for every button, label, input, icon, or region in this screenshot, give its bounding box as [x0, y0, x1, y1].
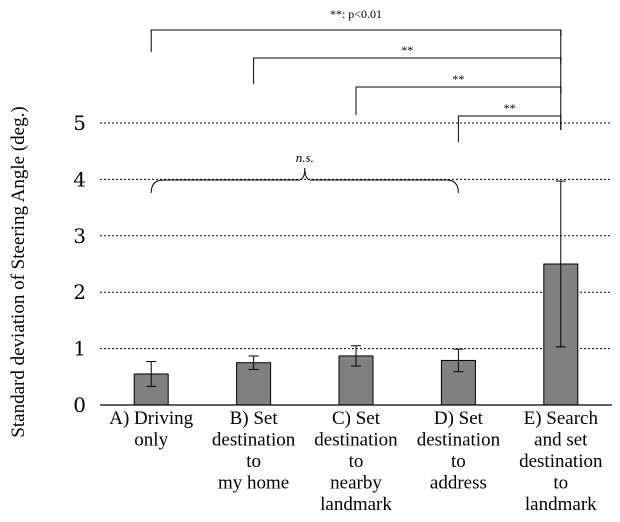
significance-bracket	[150, 29, 562, 52]
error-bars	[146, 180, 566, 387]
x-category-label: A) Driving only	[109, 408, 193, 451]
y-tick-label: 0	[73, 393, 86, 417]
y-tick-label: 2	[73, 280, 86, 304]
x-category-label: E) Search and set destination to landmark	[519, 408, 603, 515]
significance-label: **	[452, 72, 464, 86]
significance-brackets: ** ** ** n.s.	[150, 29, 562, 194]
ns-label: n.s.	[296, 150, 314, 165]
y-tick-label: 5	[73, 111, 86, 135]
ns-brace	[150, 167, 459, 194]
y-tick-label: 4	[73, 167, 86, 191]
x-category-label: D) Set destination to address	[417, 408, 501, 494]
x-category-labels: A) Driving only B) Set destination to my home…	[109, 408, 603, 515]
significance-bracket	[253, 57, 562, 84]
x-category-label: B) Set destination to my home	[212, 408, 296, 494]
significance-label: **	[504, 101, 516, 115]
y-tick-labels: 0 1 2 3 4 5	[73, 111, 86, 417]
bars	[133, 263, 579, 406]
y-tick-label: 3	[73, 224, 86, 248]
x-category-label: C) Set destination to nearby landmark	[314, 408, 398, 515]
significance-bracket	[355, 86, 562, 115]
significance-legend: **: p<0.01	[330, 7, 382, 21]
significance-bracket	[457, 115, 562, 142]
y-axis-title: Standard deviation of Steering Angle (de…	[8, 106, 29, 437]
grid-lines	[100, 122, 612, 350]
significance-label: **	[401, 43, 413, 57]
y-tick-label: 1	[73, 337, 86, 361]
